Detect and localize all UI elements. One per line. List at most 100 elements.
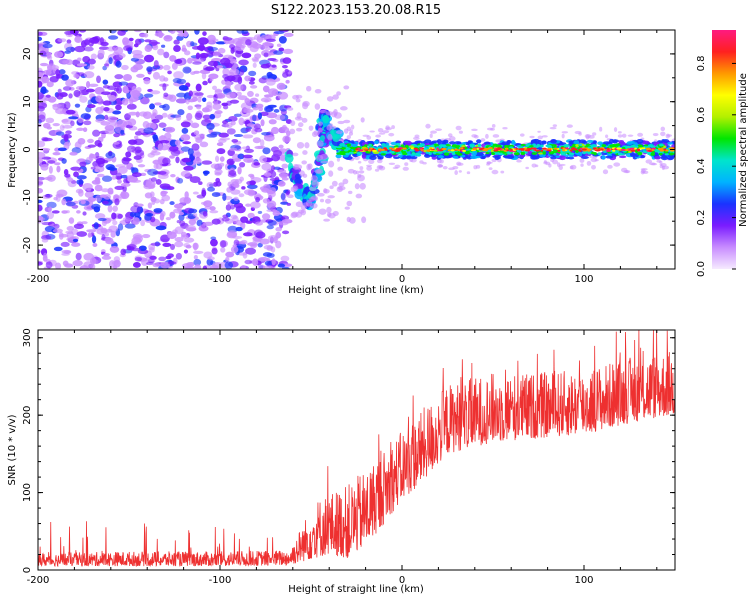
spectrogram-cell: [104, 114, 109, 121]
spectrogram-cell: [248, 70, 257, 77]
spectrogram-cell: [325, 111, 333, 116]
spectrogram-cell: [595, 149, 601, 152]
spectrogram-cell: [343, 119, 351, 124]
spectrogram-cell: [259, 155, 268, 164]
spectrogram-cell: [167, 70, 172, 75]
spectrogram-cell: [109, 245, 120, 253]
spectrogram-cell: [260, 119, 265, 127]
spectrogram-cell: [449, 141, 456, 145]
spectrogram-cell: [242, 134, 254, 139]
spectrogram-cell: [384, 153, 393, 159]
spectrogram-cell: [207, 256, 215, 261]
spectrogram-cell: [281, 177, 289, 181]
spectrogram-cell: [62, 86, 72, 91]
spectrogram-cell: [239, 176, 244, 182]
spectrogram-cell: [268, 119, 277, 125]
spectrogram-cell: [206, 94, 215, 99]
spectrogram-cell: [391, 148, 396, 151]
spectrogram-cell: [94, 151, 100, 159]
spectrogram-cell: [525, 166, 529, 170]
spectrogram-cell: [340, 146, 347, 150]
spectrogram-cell: [44, 193, 53, 198]
spectrogram-cell: [322, 114, 330, 124]
spectrogram-cell: [63, 101, 71, 110]
spectrogram-cell: [183, 249, 189, 254]
spectrogram-cell: [306, 163, 311, 171]
spectrogram-cell: [47, 206, 53, 212]
spectrogram-cell: [102, 200, 109, 205]
spectrogram-cell: [640, 147, 646, 150]
spectrogram-cell: [255, 231, 266, 239]
spectrogram-cell: [104, 232, 110, 237]
spectrogram-cell: [452, 155, 459, 159]
spectrogram-cell: [395, 140, 401, 144]
spectrogram-cell: [466, 171, 471, 175]
spectrogram-cell: [144, 39, 152, 43]
spectrogram-cell: [189, 176, 201, 183]
spectrogram-cell: [73, 31, 78, 36]
spectrogram-cell: [245, 128, 251, 132]
spectrogram-cell: [194, 157, 202, 164]
spectrogram-cell: [79, 161, 87, 167]
spectrogram-cell: [319, 198, 325, 203]
colorbar-label: Normalized spectral amplitude: [738, 73, 749, 227]
spectrogram-cell: [476, 147, 480, 150]
spectrogram-cell: [335, 154, 342, 159]
spectrogram-cell: [167, 253, 174, 258]
spectrogram-cell: [406, 155, 412, 160]
spectrogram-cell: [382, 130, 390, 134]
spectrogram-cell: [175, 252, 182, 260]
spectrogram-cell: [149, 41, 161, 45]
spectrogram-cell: [113, 46, 124, 55]
spectrogram-cell: [56, 92, 64, 100]
spectrogram-cell: [282, 48, 294, 55]
spectrogram-cell: [226, 128, 236, 135]
spectrogram-cell: [61, 74, 69, 81]
spectrogram-cell: [238, 117, 245, 126]
spectrogram-cell: [101, 219, 107, 227]
spectrogram-cell: [360, 117, 365, 123]
spectrogram-cell: [429, 147, 433, 150]
spectrogram-cell: [38, 105, 45, 112]
spectrogram-cell: [151, 198, 156, 206]
spectrogram-cell: [329, 125, 337, 130]
spectrogram-cell: [159, 213, 165, 221]
spectrogram-cell: [626, 141, 634, 145]
spectrogram-cell: [515, 152, 520, 156]
spectrogram-cell: [157, 48, 165, 56]
spectrogram-cell: [348, 151, 354, 155]
spectrogram-cell: [46, 211, 55, 220]
spectrogram-cell: [471, 128, 478, 132]
spectrogram-cell: [229, 147, 238, 152]
spectrogram-cell: [225, 122, 233, 129]
spectrogram-cell: [617, 131, 622, 134]
spectrogram-cell: [235, 226, 243, 232]
spectrogram-cell: [221, 102, 229, 107]
spectrogram-cell: [404, 162, 409, 166]
spectrogram-cell: [314, 89, 322, 94]
spectrogram-cell: [169, 30, 176, 34]
spectrogram-cell: [537, 135, 543, 140]
spectrogram-cell: [188, 218, 197, 226]
spectrogram-cell: [527, 150, 532, 154]
spectrogram-cell: [62, 125, 73, 129]
spectrogram-cell: [124, 223, 136, 229]
spectrogram-y-ticks: -20 -10 0 10 20: [22, 29, 675, 270]
spectrogram-cell: [45, 117, 55, 124]
spectrogram-cell: [273, 50, 284, 55]
spectrogram-cell: [243, 148, 254, 153]
spectrogram-cell: [155, 178, 162, 185]
spectrogram-cell: [83, 261, 95, 269]
spectrogram-cell: [309, 196, 315, 202]
y-tick-label: 200: [22, 406, 33, 425]
spectrogram-cell: [126, 245, 132, 251]
spectrogram-cell: [326, 96, 334, 102]
spectrogram-cell: [262, 252, 273, 257]
spectrogram-cell: [425, 123, 431, 129]
spectrogram-cell: [209, 38, 219, 42]
spectrogram-cell: [561, 131, 569, 134]
spectrogram-cell: [194, 92, 204, 96]
spectrogram-cell: [230, 63, 239, 71]
spectrogram-cell: [38, 140, 46, 148]
spectrogram-cell: [458, 170, 462, 173]
